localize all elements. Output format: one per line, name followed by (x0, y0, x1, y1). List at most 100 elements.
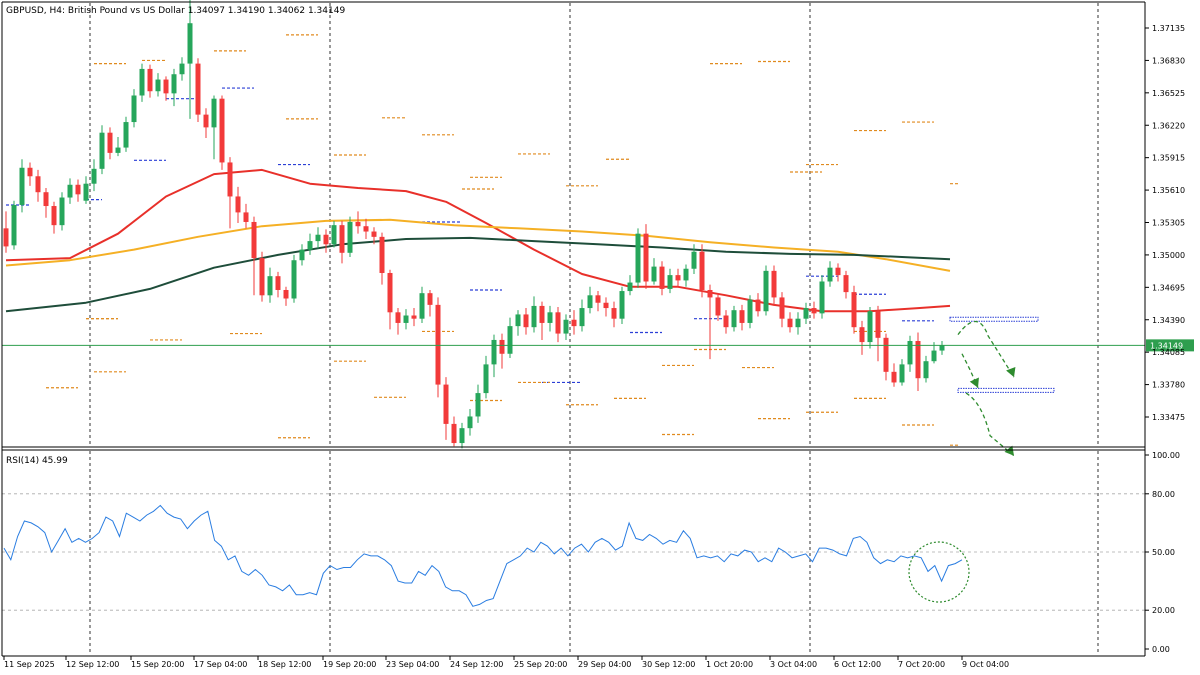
time-tick-label: 24 Sep 12:00 (450, 660, 503, 669)
candle-body (75, 184, 81, 195)
candle-body (483, 364, 489, 394)
moving-average-line (5, 236, 951, 313)
forecast-arrows (957, 320, 1016, 457)
chart-title: GBPUSD, H4: British Pound vs US Dollar 1… (6, 6, 345, 16)
candle-body (603, 302, 609, 309)
candle-body (379, 236, 385, 273)
candle-body (691, 251, 697, 269)
price-tick-label: 1.33475 (1152, 413, 1185, 422)
candle-body (491, 339, 497, 365)
candle-body (891, 371, 897, 383)
candle-body (243, 212, 249, 222)
candle-body (611, 308, 617, 319)
candle-body (203, 114, 209, 128)
time-tick-label: 9 Oct 04:00 (962, 660, 1009, 669)
candle-body (435, 304, 441, 385)
time-tick-label: 17 Sep 04:00 (194, 660, 247, 669)
candle-body (907, 341, 913, 365)
moving-average-line (5, 218, 951, 272)
time-tick-label: 29 Sep 04:00 (578, 660, 631, 669)
rsi-tick-label: 0.00 (1152, 645, 1170, 654)
candle-body (155, 79, 161, 92)
price-tick-label: 1.35000 (1152, 251, 1185, 260)
price-axis: 1.37135 1.36830 1.36525 1.36220 1.35915 1.356… (1145, 24, 1185, 422)
candle-body (355, 221, 361, 227)
candle-body (779, 297, 785, 319)
candle-body (363, 226, 369, 232)
candle-body (843, 275, 849, 293)
candle-body (547, 312, 553, 323)
candle-body (811, 308, 817, 314)
rsi-tick-label: 100.00 (1152, 451, 1180, 460)
candle-body (867, 311, 873, 343)
current-price-line: 1.34149 (2, 339, 1194, 352)
current-price-label: 1.34149 (1150, 341, 1183, 350)
candle-body (787, 318, 793, 328)
candle-body (923, 361, 929, 379)
rsi-highlight-circle (908, 541, 970, 603)
time-axis: 11 Sep 2025 12 Sep 12:00 15 Sep 20:00 17 Se… (3, 656, 1009, 669)
candle-body (795, 318, 801, 328)
candle-body (11, 204, 17, 246)
candle-body (763, 270, 769, 312)
candle-body (467, 416, 473, 429)
candle-body (323, 234, 329, 245)
forecast-arrow-head (1006, 366, 1016, 378)
rsi-tick-label: 50.00 (1152, 548, 1175, 557)
candle-body (107, 132, 113, 153)
candle-body (571, 319, 577, 327)
candle-body (115, 147, 121, 153)
price-tick-label: 1.36830 (1152, 56, 1185, 65)
candle-body (3, 228, 9, 247)
candle-body (35, 176, 41, 193)
rsi-tick-label: 80.00 (1152, 490, 1175, 499)
candle-body (523, 314, 529, 328)
candle-body (427, 293, 433, 305)
time-tick-label: 30 Sep 12:00 (642, 660, 695, 669)
candle-body (587, 295, 593, 309)
price-tick-label: 1.34085 (1152, 348, 1185, 357)
candle-body (443, 384, 449, 424)
candle-body (419, 293, 425, 319)
target-zone (957, 387, 1055, 393)
candle-body (723, 315, 729, 328)
time-tick-label: 15 Sep 20:00 (131, 660, 184, 669)
candle-body (459, 428, 465, 444)
candle-body (755, 299, 761, 312)
rsi-line (3, 504, 963, 607)
candle-body (747, 299, 753, 323)
candle-body (675, 275, 681, 281)
candle-body (531, 305, 537, 328)
time-tick-label: 25 Sep 20:00 (514, 660, 567, 669)
candle-body (171, 74, 177, 94)
candle-body (835, 267, 841, 276)
candle-body (403, 315, 409, 323)
candle-body (827, 267, 833, 282)
candle-body (627, 282, 633, 292)
support-resistance-levels (6, 34, 958, 446)
candle-body (499, 339, 505, 354)
candle-body (875, 311, 881, 338)
candle-body (635, 233, 641, 283)
time-tick-label: 12 Sep 12:00 (66, 660, 119, 669)
current-price-badge (1146, 339, 1194, 352)
forecast-arrow-head (969, 377, 979, 388)
price-tick-label: 1.34390 (1152, 316, 1185, 325)
time-tick-label: 19 Sep 20:00 (323, 660, 376, 669)
candle-body (227, 162, 233, 197)
candle-body (699, 251, 705, 290)
forecast-arrow-path (965, 392, 1015, 457)
candle-body (251, 221, 257, 259)
rsi-tick-label: 20.00 (1152, 606, 1175, 615)
candle-body (515, 314, 521, 327)
candle-body (27, 167, 33, 177)
candle-body (387, 272, 393, 313)
candle-body (339, 225, 345, 253)
candle-body (739, 310, 745, 323)
time-tick-label: 1 Oct 20:00 (706, 660, 753, 669)
candle-body (899, 364, 905, 383)
price-tick-label: 1.35305 (1152, 219, 1185, 228)
candle-body (371, 231, 377, 237)
candle-body (235, 196, 241, 213)
candle-body (819, 281, 825, 314)
